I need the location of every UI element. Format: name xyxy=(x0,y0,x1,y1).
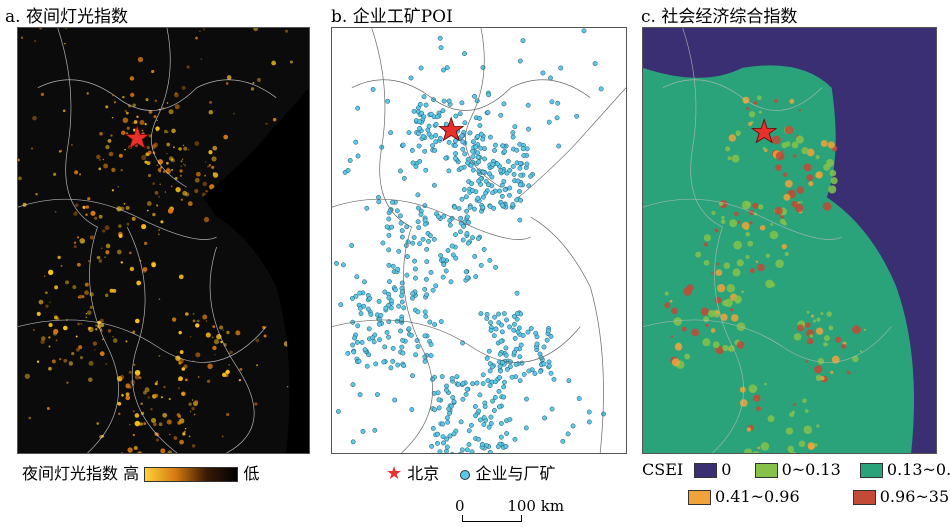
csei-class-2: 0.13~0.41 xyxy=(886,460,950,479)
csei-class-1: 0~0.13 xyxy=(781,460,841,479)
csei-swatch-1 xyxy=(754,463,778,478)
beijing-star-c xyxy=(751,118,778,144)
legend-low-label: 低 xyxy=(243,464,260,483)
panel-c-title: c. 社会经济综合指数 xyxy=(641,7,798,27)
csei-swatch-4 xyxy=(852,490,876,505)
legend-high-label: 高 xyxy=(123,464,140,483)
legend-beijing-label: 北京 xyxy=(407,464,440,483)
legend-poi-label: 企业与厂矿 xyxy=(475,464,556,483)
night-light-map xyxy=(17,27,310,454)
poi-map xyxy=(331,27,627,454)
legend-csei-title: CSEI xyxy=(642,460,684,479)
beijing-star-b xyxy=(438,116,465,142)
csei-class-3: 0.41~0.96 xyxy=(715,487,800,506)
csei-hotspots xyxy=(664,95,866,453)
csei-class-4: 0.96~35.06 xyxy=(879,487,950,506)
panel-b-title: b. 企业工矿POI xyxy=(331,7,453,27)
legend-night-light-label: 夜间灯光指数 xyxy=(22,464,119,483)
legend-csei-row2: 0.41~0.96 0.96~35.06 xyxy=(688,487,950,506)
scale-bar-line xyxy=(462,515,522,522)
csei-swatch-0 xyxy=(694,463,718,478)
csei-map xyxy=(642,27,937,454)
panel-a-title: a. 夜间灯光指数 xyxy=(5,7,128,27)
scale-zero: 0 xyxy=(455,497,465,515)
night-light-clusters xyxy=(18,28,297,453)
legend-gradient-bar xyxy=(144,467,239,482)
legend-night-light: 夜间灯光指数 高 低 xyxy=(22,460,259,484)
star-icon: ★ xyxy=(386,463,403,484)
csei-class-0: 0 xyxy=(721,460,732,479)
scale-bar: 0 100 km xyxy=(455,497,564,515)
dot-icon xyxy=(460,469,471,480)
csei-swatch-3 xyxy=(688,490,711,505)
csei-swatch-2 xyxy=(859,463,883,478)
beijing-star-a xyxy=(124,124,151,150)
scale-end: 100 km xyxy=(507,497,565,515)
legend-poi: ★ 北京 企业与厂矿 xyxy=(386,460,555,484)
legend-csei: CSEI 0 0~0.13 0.13~0.41 xyxy=(642,460,950,479)
